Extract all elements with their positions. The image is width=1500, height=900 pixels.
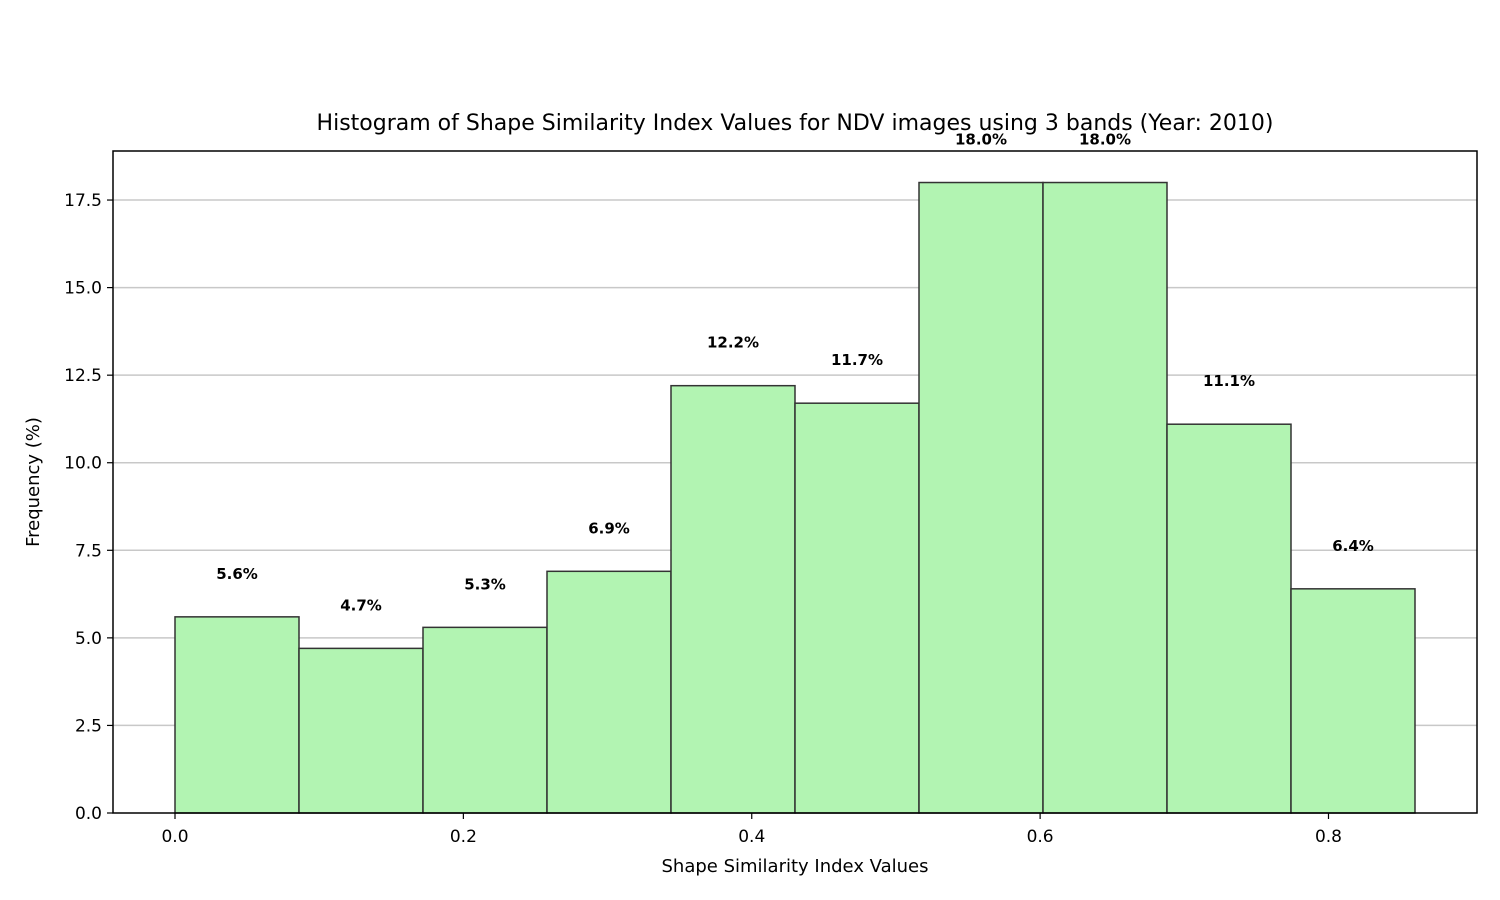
y-axis-title: Frequency (%): [23, 417, 44, 547]
x-tick-label: 0.4: [738, 827, 765, 847]
histogram-bar: [174, 616, 300, 814]
y-tick-label: 7.5: [75, 541, 102, 561]
y-tick-label: 17.5: [64, 191, 102, 211]
histogram-bar: [918, 181, 1044, 814]
bar-data-label: 11.1%: [1203, 372, 1255, 390]
histogram-bar: [546, 570, 672, 814]
x-axis: 0.0 0.2 0.4 0.6 0.8: [161, 813, 1342, 847]
bar-data-label: 18.0%: [955, 131, 1007, 149]
y-tick-label: 5.0: [75, 629, 102, 649]
plot-area-frame: [112, 150, 1478, 814]
bar-data-label: 6.4%: [1332, 537, 1374, 555]
bar-data-label: 6.9%: [588, 519, 630, 537]
y-tick-label: 0.0: [75, 804, 102, 824]
x-tick-label: 0.0: [161, 827, 188, 847]
histogram-bar: [298, 647, 424, 814]
bar-data-label: 5.6%: [216, 565, 258, 583]
bar-data-label: 18.0%: [1079, 131, 1131, 149]
histogram-bar: [670, 384, 796, 814]
histogram-bar: [794, 402, 920, 814]
chart-title: Histogram of Shape Similarity Index Valu…: [317, 111, 1274, 136]
x-axis-title: Shape Similarity Index Values: [662, 856, 929, 877]
histogram-bar: [1042, 181, 1168, 814]
y-tick-label: 2.5: [75, 716, 102, 736]
bar-data-label: 11.7%: [831, 351, 883, 369]
bar-data-label: 5.3%: [464, 575, 506, 593]
y-tick-label: 15.0: [64, 279, 102, 299]
y-axis: 0.0 2.5 5.0 7.5 10.0 12.5 15.0 17.5: [64, 191, 113, 824]
y-tick-label: 12.5: [64, 366, 102, 386]
histogram-bars: [174, 181, 1416, 814]
bar-data-label: 4.7%: [340, 596, 382, 614]
x-tick-label: 0.6: [1027, 827, 1054, 847]
bar-data-label: 12.2%: [707, 334, 759, 352]
y-tick-label: 10.0: [64, 454, 102, 474]
histogram-bar: [422, 626, 548, 814]
x-tick-label: 0.2: [450, 827, 477, 847]
histogram-bar: [1290, 588, 1416, 814]
bar-data-labels: 5.6% 4.7% 5.3% 6.9% 12.2% 11.7% 18.0% 18.0% 11.1…: [216, 131, 1374, 615]
x-tick-label: 0.8: [1315, 827, 1342, 847]
histogram-bar: [1166, 423, 1292, 814]
